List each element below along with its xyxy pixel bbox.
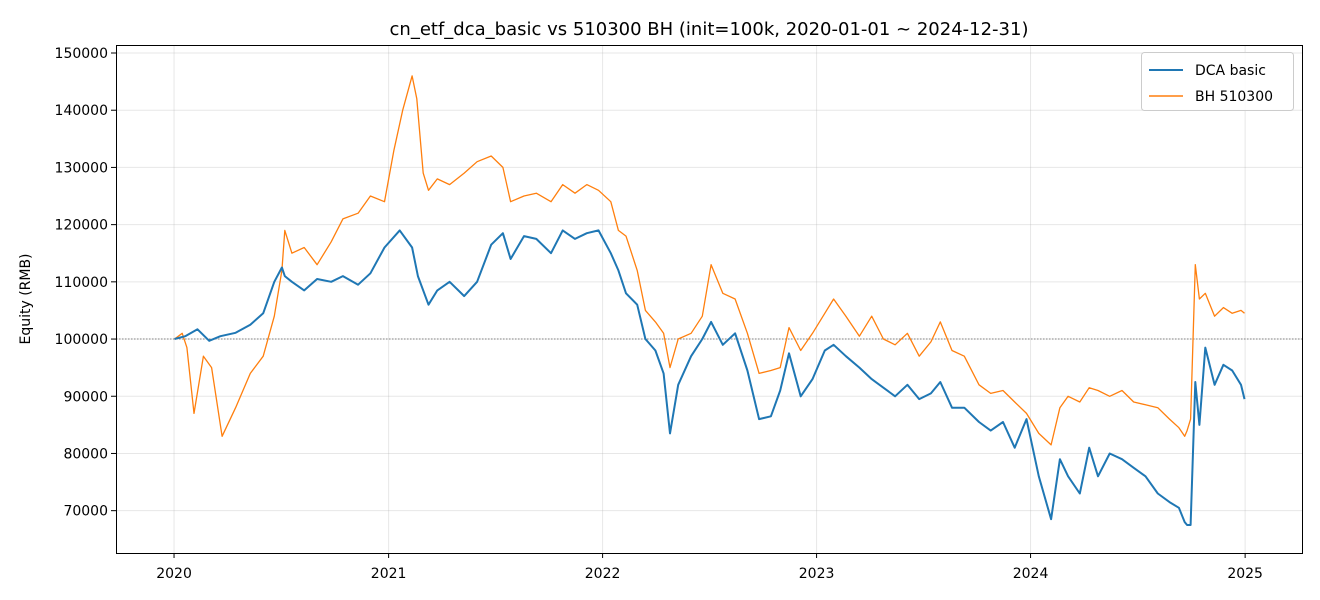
y-tick-label: 100000 — [55, 332, 108, 348]
series-layer — [174, 75, 1246, 526]
plot-frame — [116, 45, 1303, 554]
legend-label-dca-basic: DCA basic — [1195, 63, 1266, 79]
x-tick-label: 2021 — [371, 566, 407, 582]
x-tick-label: 2023 — [799, 566, 835, 582]
y-tick-label: 90000 — [63, 389, 108, 405]
ticks-layer: 70000 80000 90000 100000 110000 120000 130000 1… — [55, 46, 1263, 582]
y-tick-label: 120000 — [55, 218, 108, 234]
y-tick-label: 130000 — [55, 160, 108, 176]
y-tick-label: 150000 — [55, 46, 108, 62]
y-tick-label: 110000 — [55, 275, 108, 291]
chart-title: cn_etf_dca_basic vs 510300 BH (init=100k… — [390, 19, 1029, 40]
legend: DCA basic BH 510300 — [1141, 52, 1294, 111]
x-tick-label: 2025 — [1227, 566, 1263, 582]
x-tick-label: 2024 — [1013, 566, 1049, 582]
y-axis-label: Equity (RMB) — [18, 253, 34, 344]
y-tick-label: 140000 — [55, 103, 108, 119]
x-tick-label: 2020 — [156, 566, 192, 582]
y-tick-label: 70000 — [63, 504, 108, 520]
x-tick-label: 2022 — [585, 566, 621, 582]
grid-layer — [116, 45, 1302, 553]
series-line-bh-510300 — [174, 75, 1245, 446]
y-tick-label: 80000 — [63, 446, 108, 462]
series-line-dca-basic — [174, 229, 1246, 526]
legend-label-bh-510300: BH 510300 — [1195, 89, 1273, 105]
